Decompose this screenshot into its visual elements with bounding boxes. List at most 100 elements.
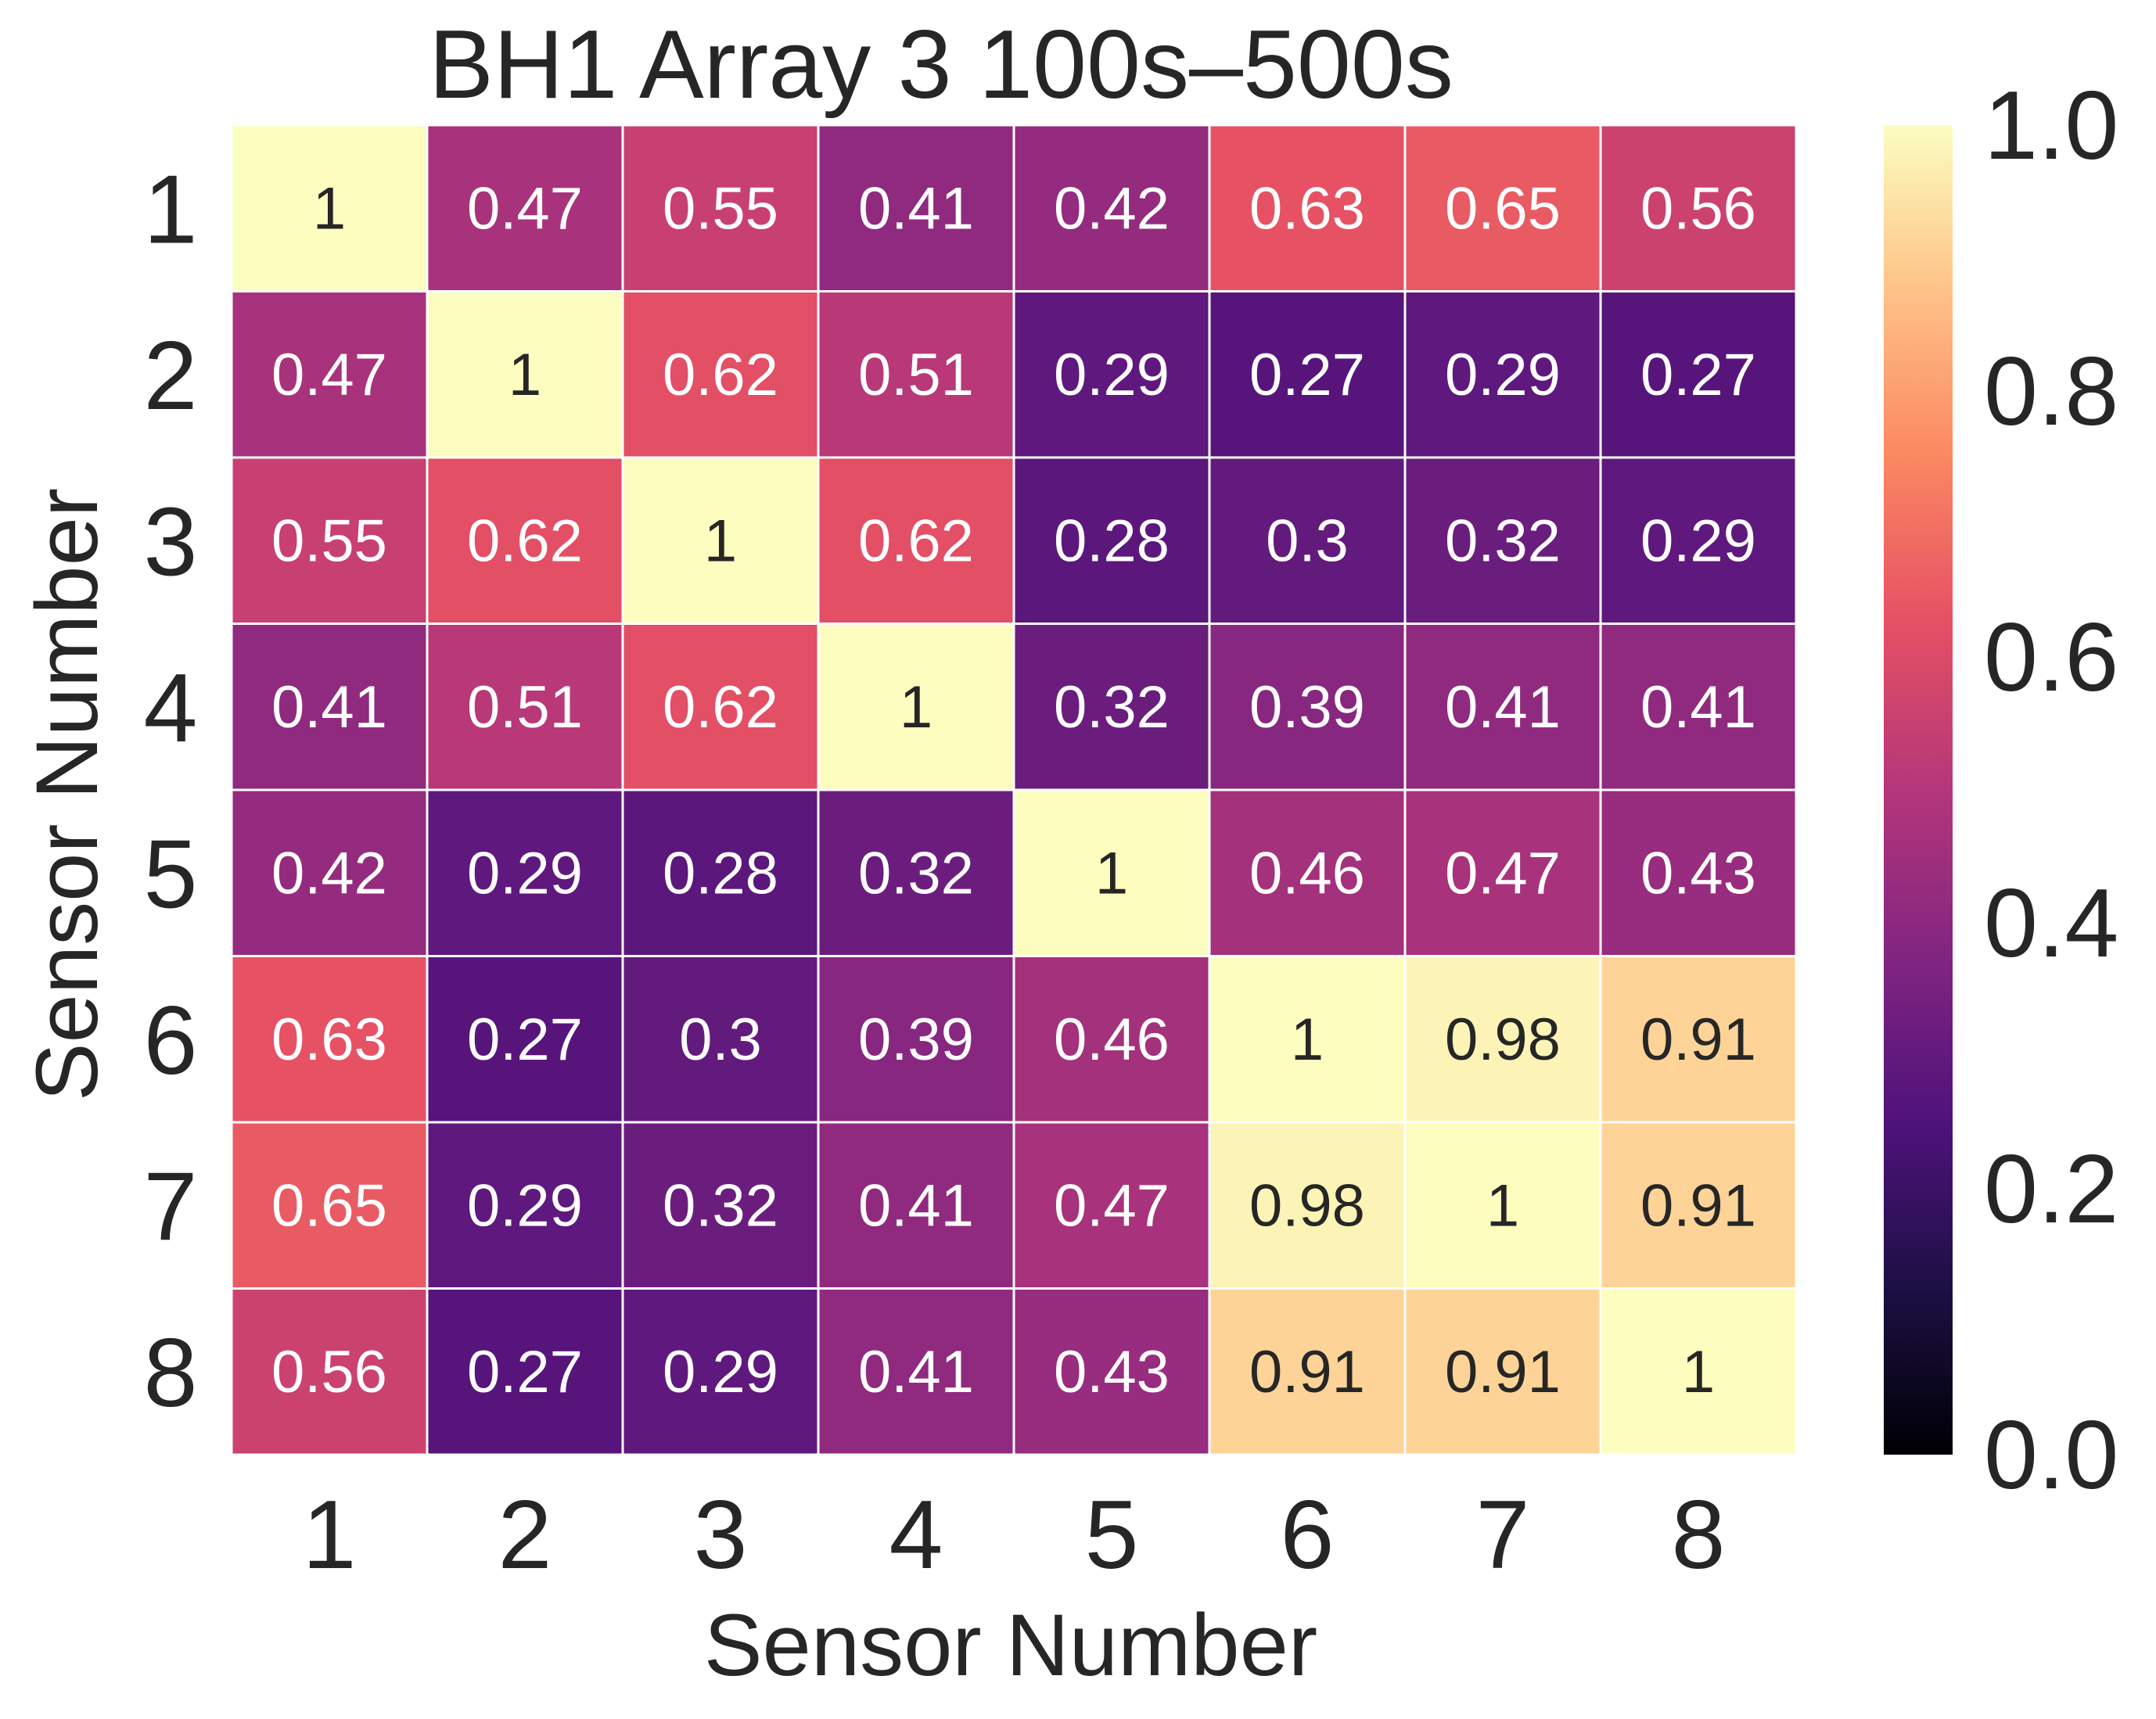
heatmap-cell bbox=[230, 1121, 429, 1290]
heatmap-cell bbox=[1403, 788, 1602, 957]
heatmap-cell bbox=[1599, 1121, 1798, 1290]
cell-value-label: 0.65 bbox=[271, 1172, 387, 1239]
cell-value-label: 0.63 bbox=[1249, 175, 1365, 242]
colorbar-ticks: 0.0 0.2 0.4 0.6 0.8 1.0 bbox=[1984, 72, 2118, 1509]
cell-value-label: 0.47 bbox=[271, 342, 387, 408]
cell-value-label: 0.63 bbox=[271, 1007, 387, 1073]
heatmap-cell bbox=[1208, 290, 1407, 459]
cell-value-label: 0.41 bbox=[858, 1172, 974, 1239]
cell-value-label: 0.62 bbox=[663, 342, 778, 408]
cell-value-label: 0.41 bbox=[1640, 674, 1756, 741]
heatmap-cell bbox=[621, 1287, 820, 1456]
colorbar-tick-label: 0.6 bbox=[1984, 604, 2118, 712]
cell-value-label: 0.56 bbox=[1640, 175, 1756, 242]
cell-value-label: 0.28 bbox=[1054, 508, 1170, 574]
cell-value-label: 0.98 bbox=[1445, 1007, 1561, 1073]
heatmap-cell bbox=[621, 788, 820, 957]
heatmap-cell bbox=[1403, 623, 1602, 791]
chart-title: BH1 Array 3 100s–500s bbox=[429, 11, 1454, 119]
y-tick-label: 4 bbox=[144, 655, 198, 763]
heatmap-cell bbox=[1208, 124, 1407, 292]
heatmap-cell bbox=[621, 124, 820, 292]
x-tick-label: 7 bbox=[1476, 1481, 1530, 1589]
cell-value-label: 0.42 bbox=[271, 840, 387, 906]
cell-value-label: 1 bbox=[313, 175, 346, 242]
heatmap-cell bbox=[621, 456, 820, 625]
heatmap-cell bbox=[1012, 788, 1211, 957]
heatmap-cell bbox=[1403, 456, 1602, 625]
heatmap-cell bbox=[1403, 955, 1602, 1124]
heatmap-cell bbox=[1208, 955, 1407, 1124]
heatmap-cell bbox=[230, 456, 429, 625]
cell-value-label: 0.3 bbox=[1266, 508, 1349, 574]
heatmap-cell bbox=[426, 1287, 624, 1456]
heatmap-cell bbox=[230, 124, 429, 292]
heatmap-cell bbox=[1599, 788, 1798, 957]
x-axis-ticks: 1 2 3 4 5 6 7 8 bbox=[303, 1481, 1726, 1589]
cell-value-label: 0.41 bbox=[858, 1339, 974, 1405]
heatmap-cell bbox=[1208, 788, 1407, 957]
cell-value-label: 0.32 bbox=[1445, 508, 1561, 574]
cell-value-label: 0.29 bbox=[467, 840, 583, 906]
heatmap-cell bbox=[621, 623, 820, 791]
heatmap-cell bbox=[1403, 1121, 1602, 1290]
cell-value-label: 0.39 bbox=[858, 1007, 974, 1073]
cell-value-label: 0.27 bbox=[1640, 342, 1756, 408]
cell-value-label: 0.46 bbox=[1249, 840, 1365, 906]
heatmap-cell bbox=[1599, 955, 1798, 1124]
heatmap-cell bbox=[1208, 1287, 1407, 1456]
cell-value-label: 1 bbox=[508, 342, 541, 408]
heatmap-cell bbox=[621, 1121, 820, 1290]
cell-value-label: 0.47 bbox=[467, 175, 583, 242]
cell-value-label: 0.32 bbox=[1054, 674, 1170, 741]
heatmap-cell bbox=[1599, 456, 1798, 625]
cell-value-label: 0.98 bbox=[1249, 1172, 1365, 1239]
cell-value-label: 0.32 bbox=[858, 840, 974, 906]
y-tick-label: 3 bbox=[144, 488, 198, 596]
x-tick-label: 1 bbox=[303, 1481, 357, 1589]
heatmap-cell bbox=[1012, 124, 1211, 292]
colorbar bbox=[1884, 125, 1953, 1455]
heatmap-cell bbox=[1208, 1121, 1407, 1290]
cell-value-label: 0.32 bbox=[663, 1172, 778, 1239]
heatmap-cell bbox=[230, 623, 429, 791]
cell-value-label: 0.91 bbox=[1445, 1339, 1561, 1405]
heatmap-cell bbox=[1208, 456, 1407, 625]
x-tick-label: 8 bbox=[1672, 1481, 1726, 1589]
cell-value-label: 0.51 bbox=[858, 342, 974, 408]
cell-value-label: 1 bbox=[1486, 1172, 1519, 1239]
y-tick-label: 7 bbox=[144, 1153, 198, 1261]
cell-value-label: 0.56 bbox=[271, 1339, 387, 1405]
heatmap-cell bbox=[1599, 1287, 1798, 1456]
cell-value-label: 0.43 bbox=[1640, 840, 1756, 906]
heatmap-cell-labels: 1 0.47 0.55 0.41 0.42 0.63 0.65 0.56 0.47 1 0.62 0.… bbox=[271, 175, 1756, 1405]
cell-value-label: 0.29 bbox=[1054, 342, 1170, 408]
cell-value-label: 0.29 bbox=[1640, 508, 1756, 574]
heatmap-cell bbox=[426, 955, 624, 1124]
cell-value-label: 1 bbox=[900, 674, 932, 741]
cell-value-label: 0.46 bbox=[1054, 1007, 1170, 1073]
heatmap-cell bbox=[621, 955, 820, 1124]
heatmap-cell bbox=[817, 1287, 1015, 1456]
y-tick-label: 2 bbox=[144, 322, 198, 430]
cell-value-label: 0.41 bbox=[271, 674, 387, 741]
heatmap-cell bbox=[817, 124, 1015, 292]
heatmap-cell bbox=[817, 456, 1015, 625]
heatmap-cell bbox=[817, 623, 1015, 791]
cell-value-label: 0.41 bbox=[1445, 674, 1561, 741]
cell-value-label: 1 bbox=[704, 508, 737, 574]
y-axis-ticks: 1 2 3 4 5 6 7 8 bbox=[144, 156, 198, 1427]
cell-value-label: 0.62 bbox=[663, 674, 778, 741]
heatmap-cell bbox=[1012, 1287, 1211, 1456]
colorbar-tick-label: 0.0 bbox=[1984, 1401, 2118, 1509]
heatmap-cell bbox=[1012, 1121, 1211, 1290]
y-tick-label: 8 bbox=[144, 1319, 198, 1427]
cell-value-label: 0.29 bbox=[467, 1172, 583, 1239]
cell-value-label: 0.47 bbox=[1445, 840, 1561, 906]
cell-value-label: 0.91 bbox=[1249, 1339, 1365, 1405]
cell-value-label: 0.39 bbox=[1249, 674, 1365, 741]
x-tick-label: 5 bbox=[1085, 1481, 1139, 1589]
cell-value-label: 0.55 bbox=[271, 508, 387, 574]
heatmap-cell bbox=[426, 290, 624, 459]
